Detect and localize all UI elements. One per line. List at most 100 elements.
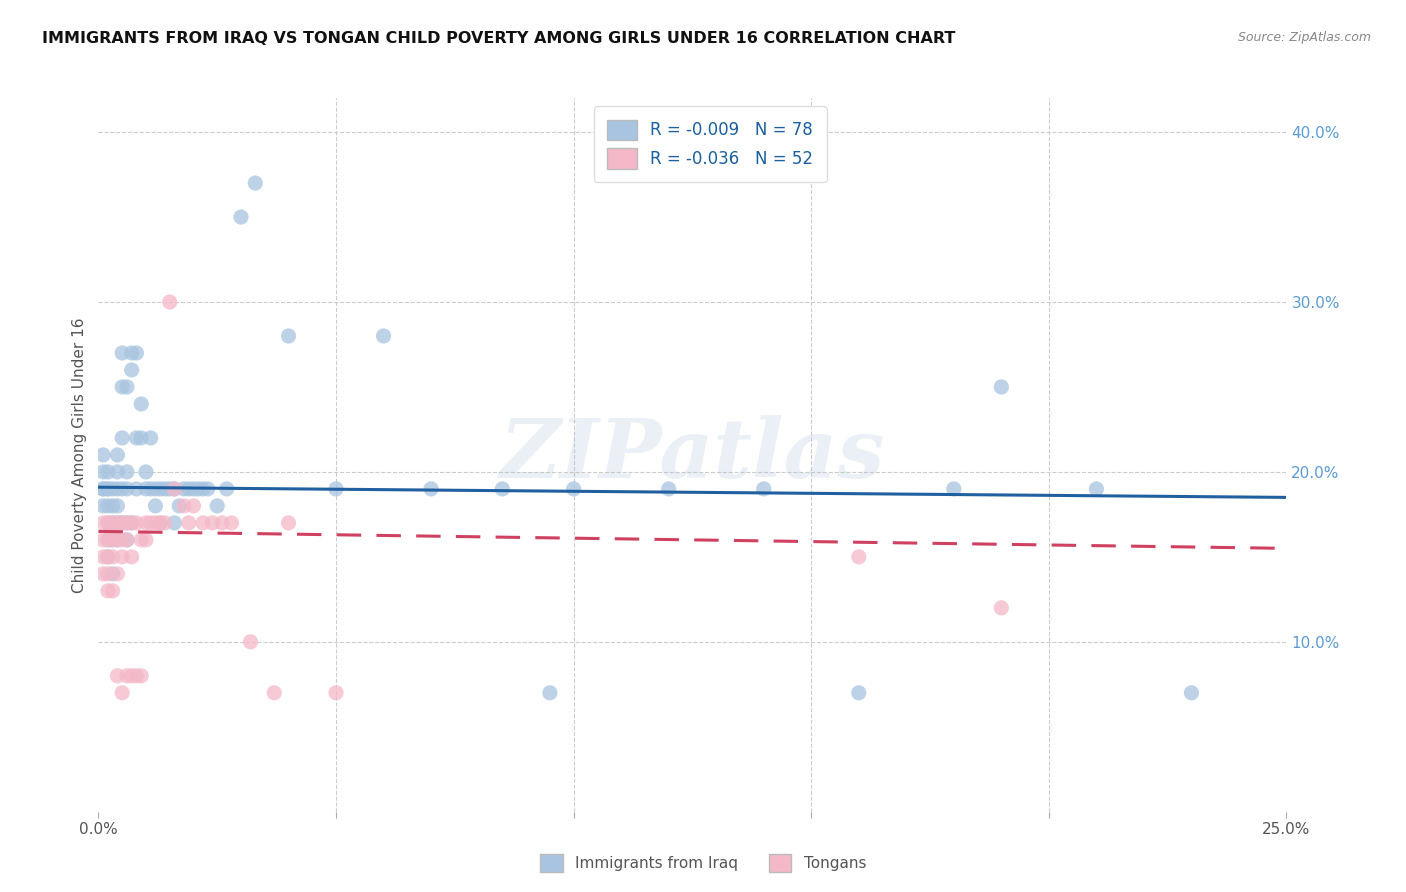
Point: [211, 516, 233, 530]
Point: [91, 465, 114, 479]
Point: [177, 516, 200, 530]
Point: [97, 516, 120, 530]
Point: [91, 482, 114, 496]
Point: [153, 482, 176, 496]
Point: [97, 482, 120, 496]
Point: [121, 516, 143, 530]
Point: [107, 516, 129, 530]
Point: [121, 669, 143, 683]
Point: [658, 482, 681, 496]
Point: [163, 482, 186, 496]
Point: [215, 482, 238, 496]
Point: [91, 516, 114, 530]
Point: [129, 669, 152, 683]
Point: [191, 482, 214, 496]
Point: [263, 686, 285, 700]
Point: [173, 499, 195, 513]
Point: [107, 465, 129, 479]
Point: [149, 516, 172, 530]
Point: [107, 669, 129, 683]
Point: [101, 516, 124, 530]
Point: [101, 566, 124, 581]
Point: [101, 549, 124, 564]
Point: [163, 482, 186, 496]
Point: [145, 516, 167, 530]
Point: [121, 363, 143, 377]
Point: [135, 465, 157, 479]
Point: [197, 482, 219, 496]
Point: [183, 499, 205, 513]
Point: [125, 346, 148, 360]
Point: [159, 295, 181, 310]
Point: [125, 482, 148, 496]
Point: [538, 686, 561, 700]
Text: Source: ZipAtlas.com: Source: ZipAtlas.com: [1237, 31, 1371, 45]
Point: [91, 566, 114, 581]
Point: [115, 533, 138, 547]
Point: [111, 516, 134, 530]
Point: [111, 380, 134, 394]
Point: [97, 533, 120, 547]
Point: [115, 516, 138, 530]
Point: [97, 482, 120, 496]
Point: [125, 669, 148, 683]
Point: [91, 482, 114, 496]
Point: [107, 516, 129, 530]
Point: [149, 516, 172, 530]
Point: [101, 516, 124, 530]
Point: [848, 686, 870, 700]
Point: [325, 686, 347, 700]
Point: [111, 346, 134, 360]
Point: [139, 482, 162, 496]
Point: [325, 482, 347, 496]
Point: [97, 549, 120, 564]
Point: [201, 516, 224, 530]
Point: [91, 448, 114, 462]
Point: [101, 533, 124, 547]
Point: [121, 549, 143, 564]
Point: [1180, 686, 1202, 700]
Point: [135, 516, 157, 530]
Point: [111, 431, 134, 445]
Point: [245, 176, 267, 190]
Point: [153, 516, 176, 530]
Point: [207, 499, 229, 513]
Point: [135, 533, 157, 547]
Point: [97, 566, 120, 581]
Point: [97, 583, 120, 598]
Point: [107, 482, 129, 496]
Point: [159, 482, 181, 496]
Point: [97, 549, 120, 564]
Point: [107, 566, 129, 581]
Point: [191, 516, 214, 530]
Point: [121, 346, 143, 360]
Point: [129, 533, 152, 547]
Point: [101, 533, 124, 547]
Point: [97, 465, 120, 479]
Y-axis label: Child Poverty Among Girls Under 16: Child Poverty Among Girls Under 16: [72, 318, 87, 592]
Point: [491, 482, 513, 496]
Point: [97, 533, 120, 547]
Point: [139, 431, 162, 445]
Point: [373, 329, 395, 343]
Point: [115, 465, 138, 479]
Point: [115, 482, 138, 496]
Point: [115, 516, 138, 530]
Point: [115, 533, 138, 547]
Point: [111, 482, 134, 496]
Point: [91, 533, 114, 547]
Text: ZIPatlas: ZIPatlas: [499, 415, 886, 495]
Point: [177, 482, 200, 496]
Point: [115, 669, 138, 683]
Point: [111, 516, 134, 530]
Point: [145, 482, 167, 496]
Point: [97, 516, 120, 530]
Point: [107, 533, 129, 547]
Point: [129, 397, 152, 411]
Point: [129, 431, 152, 445]
Point: [990, 380, 1012, 394]
Point: [221, 516, 243, 530]
Point: [149, 482, 172, 496]
Point: [239, 635, 262, 649]
Point: [111, 686, 134, 700]
